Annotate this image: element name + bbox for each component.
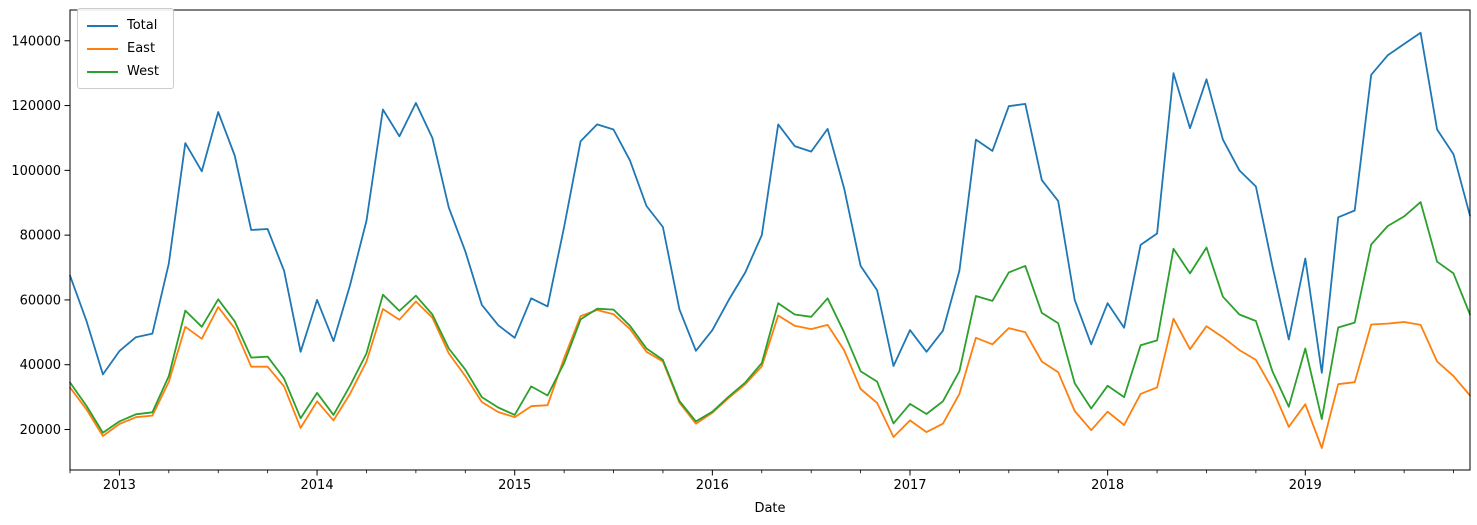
- x-tick-label: 2016: [696, 478, 729, 493]
- x-tick-label: 2014: [301, 478, 334, 493]
- total-line-swatch: [87, 24, 118, 27]
- legend-label-total: Total: [127, 18, 158, 33]
- west-line-swatch: [87, 70, 118, 73]
- east-line: [69, 300, 1471, 449]
- y-tick-label: 80000: [20, 229, 61, 244]
- x-tick-label: 2015: [498, 478, 531, 493]
- x-axis-title: Date: [754, 501, 786, 516]
- y-tick-label: 60000: [20, 293, 61, 308]
- east-line-swatch: [87, 47, 118, 50]
- legend-label-east: East: [127, 41, 156, 56]
- legend-item-total: Total: [87, 14, 159, 37]
- legend-label-west: West: [127, 64, 159, 79]
- y-tick-label: 140000: [11, 34, 61, 49]
- y-tick-label: 40000: [20, 358, 61, 373]
- x-tick-label: 2013: [103, 478, 136, 493]
- total-line: [69, 31, 1471, 376]
- x-tick-label: 2018: [1091, 478, 1124, 493]
- y-tick-label: 100000: [11, 164, 61, 179]
- plot-frame: [69, 9, 1471, 471]
- legend-item-east: East: [87, 37, 159, 60]
- legend-item-west: West: [87, 60, 159, 83]
- x-tick-label: 2019: [1289, 478, 1322, 493]
- y-tick-label: 120000: [11, 99, 61, 114]
- y-tick-label: 20000: [20, 423, 61, 438]
- x-tick-label: 2017: [893, 478, 926, 493]
- legend: Total East West: [77, 8, 174, 89]
- west-line: [69, 201, 1471, 434]
